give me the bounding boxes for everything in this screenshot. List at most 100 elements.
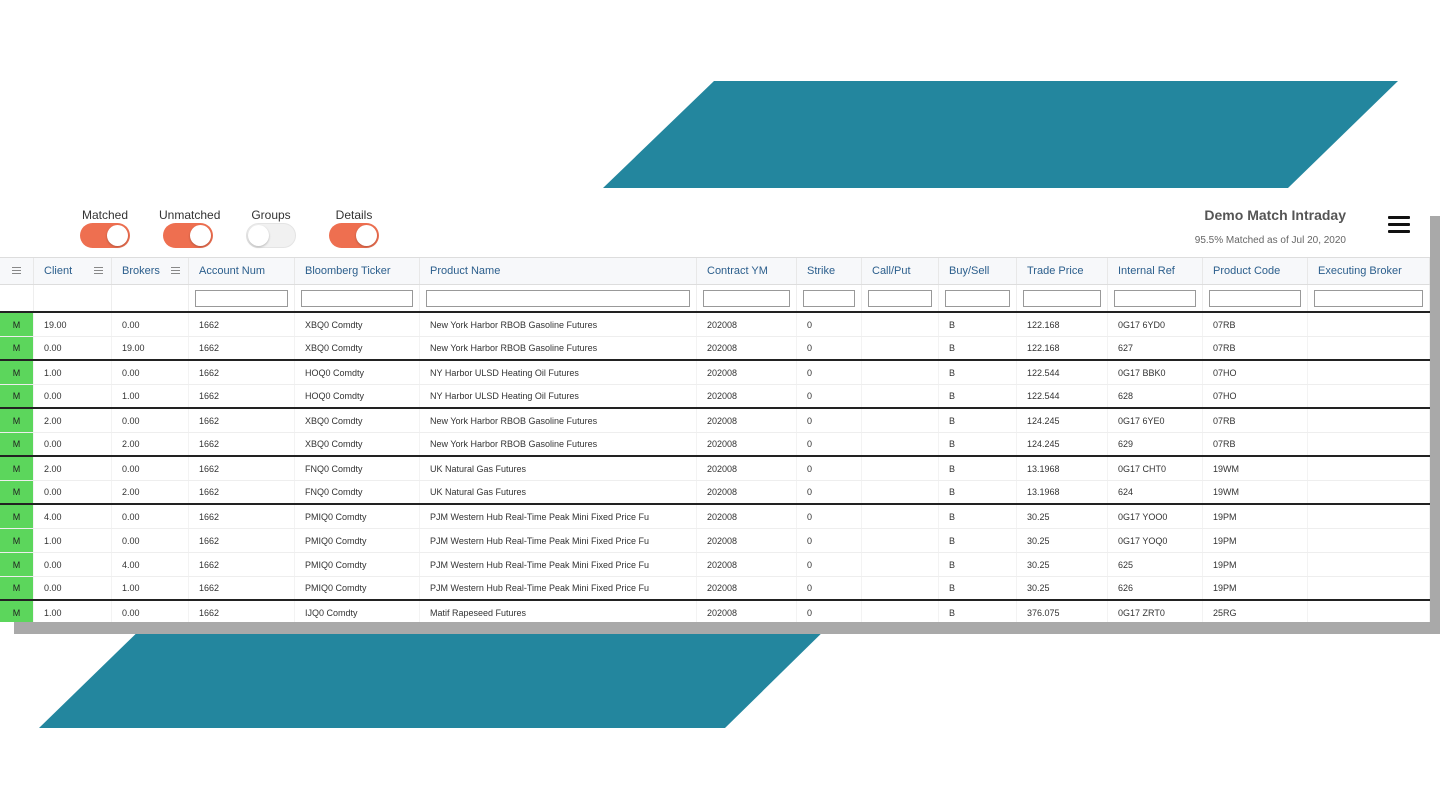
contract-ym-cell[interactable]: 202008 xyxy=(697,577,797,599)
internal-ref-cell[interactable]: 628 xyxy=(1108,385,1203,407)
executing-broker-cell[interactable] xyxy=(1308,601,1430,622)
product-name-cell[interactable]: Matif Rapeseed Futures xyxy=(420,601,697,622)
client-cell[interactable]: 0.00 xyxy=(34,577,112,599)
product-code-cell[interactable]: 07RB xyxy=(1203,313,1308,336)
contract-ym-cell[interactable]: 202008 xyxy=(697,481,797,503)
contract-ym-cell[interactable]: 202008 xyxy=(697,457,797,480)
account-num-cell[interactable]: 1662 xyxy=(189,601,295,622)
product-code-cell[interactable]: 07RB xyxy=(1203,433,1308,455)
executing-broker-cell[interactable] xyxy=(1308,337,1430,359)
buy-sell-cell[interactable]: B xyxy=(939,457,1017,480)
client-cell[interactable]: 1.00 xyxy=(34,601,112,622)
product-name-cell[interactable]: New York Harbor RBOB Gasoline Futures xyxy=(420,313,697,336)
client-cell[interactable]: 4.00 xyxy=(34,505,112,528)
header-bloomberg-ticker[interactable]: Bloomberg Ticker xyxy=(295,258,420,284)
header-trade-price[interactable]: Trade Price xyxy=(1017,258,1108,284)
table-row[interactable]: M 1.00 0.00 1662 PMIQ0 Comdty PJM Western Hub… xyxy=(0,529,1430,553)
match-status-cell[interactable]: M xyxy=(0,505,34,528)
trade-price-cell[interactable]: 122.168 xyxy=(1017,313,1108,336)
contract-ym-cell[interactable]: 202008 xyxy=(697,433,797,455)
buy-sell-cell[interactable]: B xyxy=(939,337,1017,359)
call-put-cell[interactable] xyxy=(862,481,939,503)
table-row[interactable]: M 2.00 0.00 1662 XBQ0 Comdty New York Harbor … xyxy=(0,409,1430,433)
contract-ym-cell[interactable]: 202008 xyxy=(697,409,797,432)
product-code-cell[interactable]: 07HO xyxy=(1203,385,1308,407)
product-code-cell[interactable]: 25RG xyxy=(1203,601,1308,622)
product-code-cell[interactable]: 19PM xyxy=(1203,529,1308,552)
match-status-cell[interactable]: M xyxy=(0,337,34,359)
header-contract-ym[interactable]: Contract YM xyxy=(697,258,797,284)
trade-price-cell[interactable]: 30.25 xyxy=(1017,553,1108,576)
bloomberg-ticker-cell[interactable]: HOQ0 Comdty xyxy=(295,385,420,407)
trade-price-cell[interactable]: 124.245 xyxy=(1017,433,1108,455)
brokers-cell[interactable]: 2.00 xyxy=(112,433,189,455)
executing-broker-filter-input[interactable] xyxy=(1314,289,1423,307)
trade-price-cell[interactable]: 30.25 xyxy=(1017,577,1108,599)
groups-switch[interactable] xyxy=(246,223,296,248)
bloomberg-ticker-cell[interactable]: PMIQ0 Comdty xyxy=(295,505,420,528)
buy-sell-cell[interactable]: B xyxy=(939,601,1017,622)
match-status-cell[interactable]: M xyxy=(0,457,34,480)
strike-cell[interactable]: 0 xyxy=(797,529,862,552)
client-cell[interactable]: 1.00 xyxy=(34,529,112,552)
trade-price-cell[interactable]: 122.168 xyxy=(1017,337,1108,359)
call-put-cell[interactable] xyxy=(862,577,939,599)
contract-ym-cell[interactable]: 202008 xyxy=(697,313,797,336)
bloomberg-ticker-cell[interactable]: PMIQ0 Comdty xyxy=(295,553,420,576)
buy-sell-cell[interactable]: B xyxy=(939,529,1017,552)
strike-cell[interactable]: 0 xyxy=(797,577,862,599)
brokers-cell[interactable]: 0.00 xyxy=(112,457,189,480)
bloomberg-ticker-cell[interactable]: XBQ0 Comdty xyxy=(295,433,420,455)
buy-sell-cell[interactable]: B xyxy=(939,361,1017,384)
internal-ref-cell[interactable]: 0G17 CHT0 xyxy=(1108,457,1203,480)
table-row[interactable]: M 0.00 1.00 1662 PMIQ0 Comdty PJM Western Hub… xyxy=(0,577,1430,601)
header-product-code[interactable]: Product Code xyxy=(1203,258,1308,284)
hamburger-menu-icon[interactable] xyxy=(1388,216,1410,234)
details-switch[interactable] xyxy=(329,223,379,248)
product-code-filter-input[interactable] xyxy=(1209,289,1301,307)
executing-broker-cell[interactable] xyxy=(1308,505,1430,528)
buy-sell-cell[interactable]: B xyxy=(939,409,1017,432)
brokers-cell[interactable]: 0.00 xyxy=(112,505,189,528)
contract-ym-cell[interactable]: 202008 xyxy=(697,385,797,407)
buy-sell-cell[interactable]: B xyxy=(939,553,1017,576)
trade-price-cell[interactable]: 30.25 xyxy=(1017,529,1108,552)
brokers-cell[interactable]: 19.00 xyxy=(112,337,189,359)
strike-cell[interactable]: 0 xyxy=(797,601,862,622)
call-put-filter-input[interactable] xyxy=(868,289,932,307)
bloomberg-ticker-cell[interactable]: HOQ0 Comdty xyxy=(295,361,420,384)
executing-broker-cell[interactable] xyxy=(1308,553,1430,576)
account-num-cell[interactable]: 1662 xyxy=(189,433,295,455)
contract-ym-filter-input[interactable] xyxy=(703,289,790,307)
strike-cell[interactable]: 0 xyxy=(797,361,862,384)
call-put-cell[interactable] xyxy=(862,505,939,528)
buy-sell-cell[interactable]: B xyxy=(939,577,1017,599)
bloomberg-ticker-cell[interactable]: PMIQ0 Comdty xyxy=(295,577,420,599)
internal-ref-cell[interactable]: 625 xyxy=(1108,553,1203,576)
client-cell[interactable]: 0.00 xyxy=(34,481,112,503)
bloomberg-ticker-cell[interactable]: FNQ0 Comdty xyxy=(295,481,420,503)
match-status-cell[interactable]: M xyxy=(0,433,34,455)
internal-ref-filter-input[interactable] xyxy=(1114,289,1196,307)
brokers-cell[interactable]: 0.00 xyxy=(112,409,189,432)
brokers-cell[interactable]: 0.00 xyxy=(112,313,189,336)
executing-broker-cell[interactable] xyxy=(1308,385,1430,407)
match-status-cell[interactable]: M xyxy=(0,529,34,552)
unmatched-switch[interactable] xyxy=(163,223,213,248)
strike-cell[interactable]: 0 xyxy=(797,553,862,576)
bloomberg-ticker-cell[interactable]: PMIQ0 Comdty xyxy=(295,529,420,552)
client-cell[interactable]: 0.00 xyxy=(34,337,112,359)
brokers-cell[interactable]: 2.00 xyxy=(112,481,189,503)
internal-ref-cell[interactable]: 0G17 6YE0 xyxy=(1108,409,1203,432)
header-internal-ref[interactable]: Internal Ref xyxy=(1108,258,1203,284)
call-put-cell[interactable] xyxy=(862,601,939,622)
internal-ref-cell[interactable]: 0G17 YOO0 xyxy=(1108,505,1203,528)
trade-price-cell[interactable]: 13.1968 xyxy=(1017,457,1108,480)
header-product-name[interactable]: Product Name xyxy=(420,258,697,284)
executing-broker-cell[interactable] xyxy=(1308,529,1430,552)
table-row[interactable]: M 0.00 19.00 1662 XBQ0 Comdty New York Harbor… xyxy=(0,337,1430,361)
product-code-cell[interactable]: 07RB xyxy=(1203,409,1308,432)
account-num-cell[interactable]: 1662 xyxy=(189,529,295,552)
buy-sell-cell[interactable]: B xyxy=(939,481,1017,503)
table-row[interactable]: M 0.00 2.00 1662 FNQ0 Comdty UK Natural Gas F… xyxy=(0,481,1430,505)
